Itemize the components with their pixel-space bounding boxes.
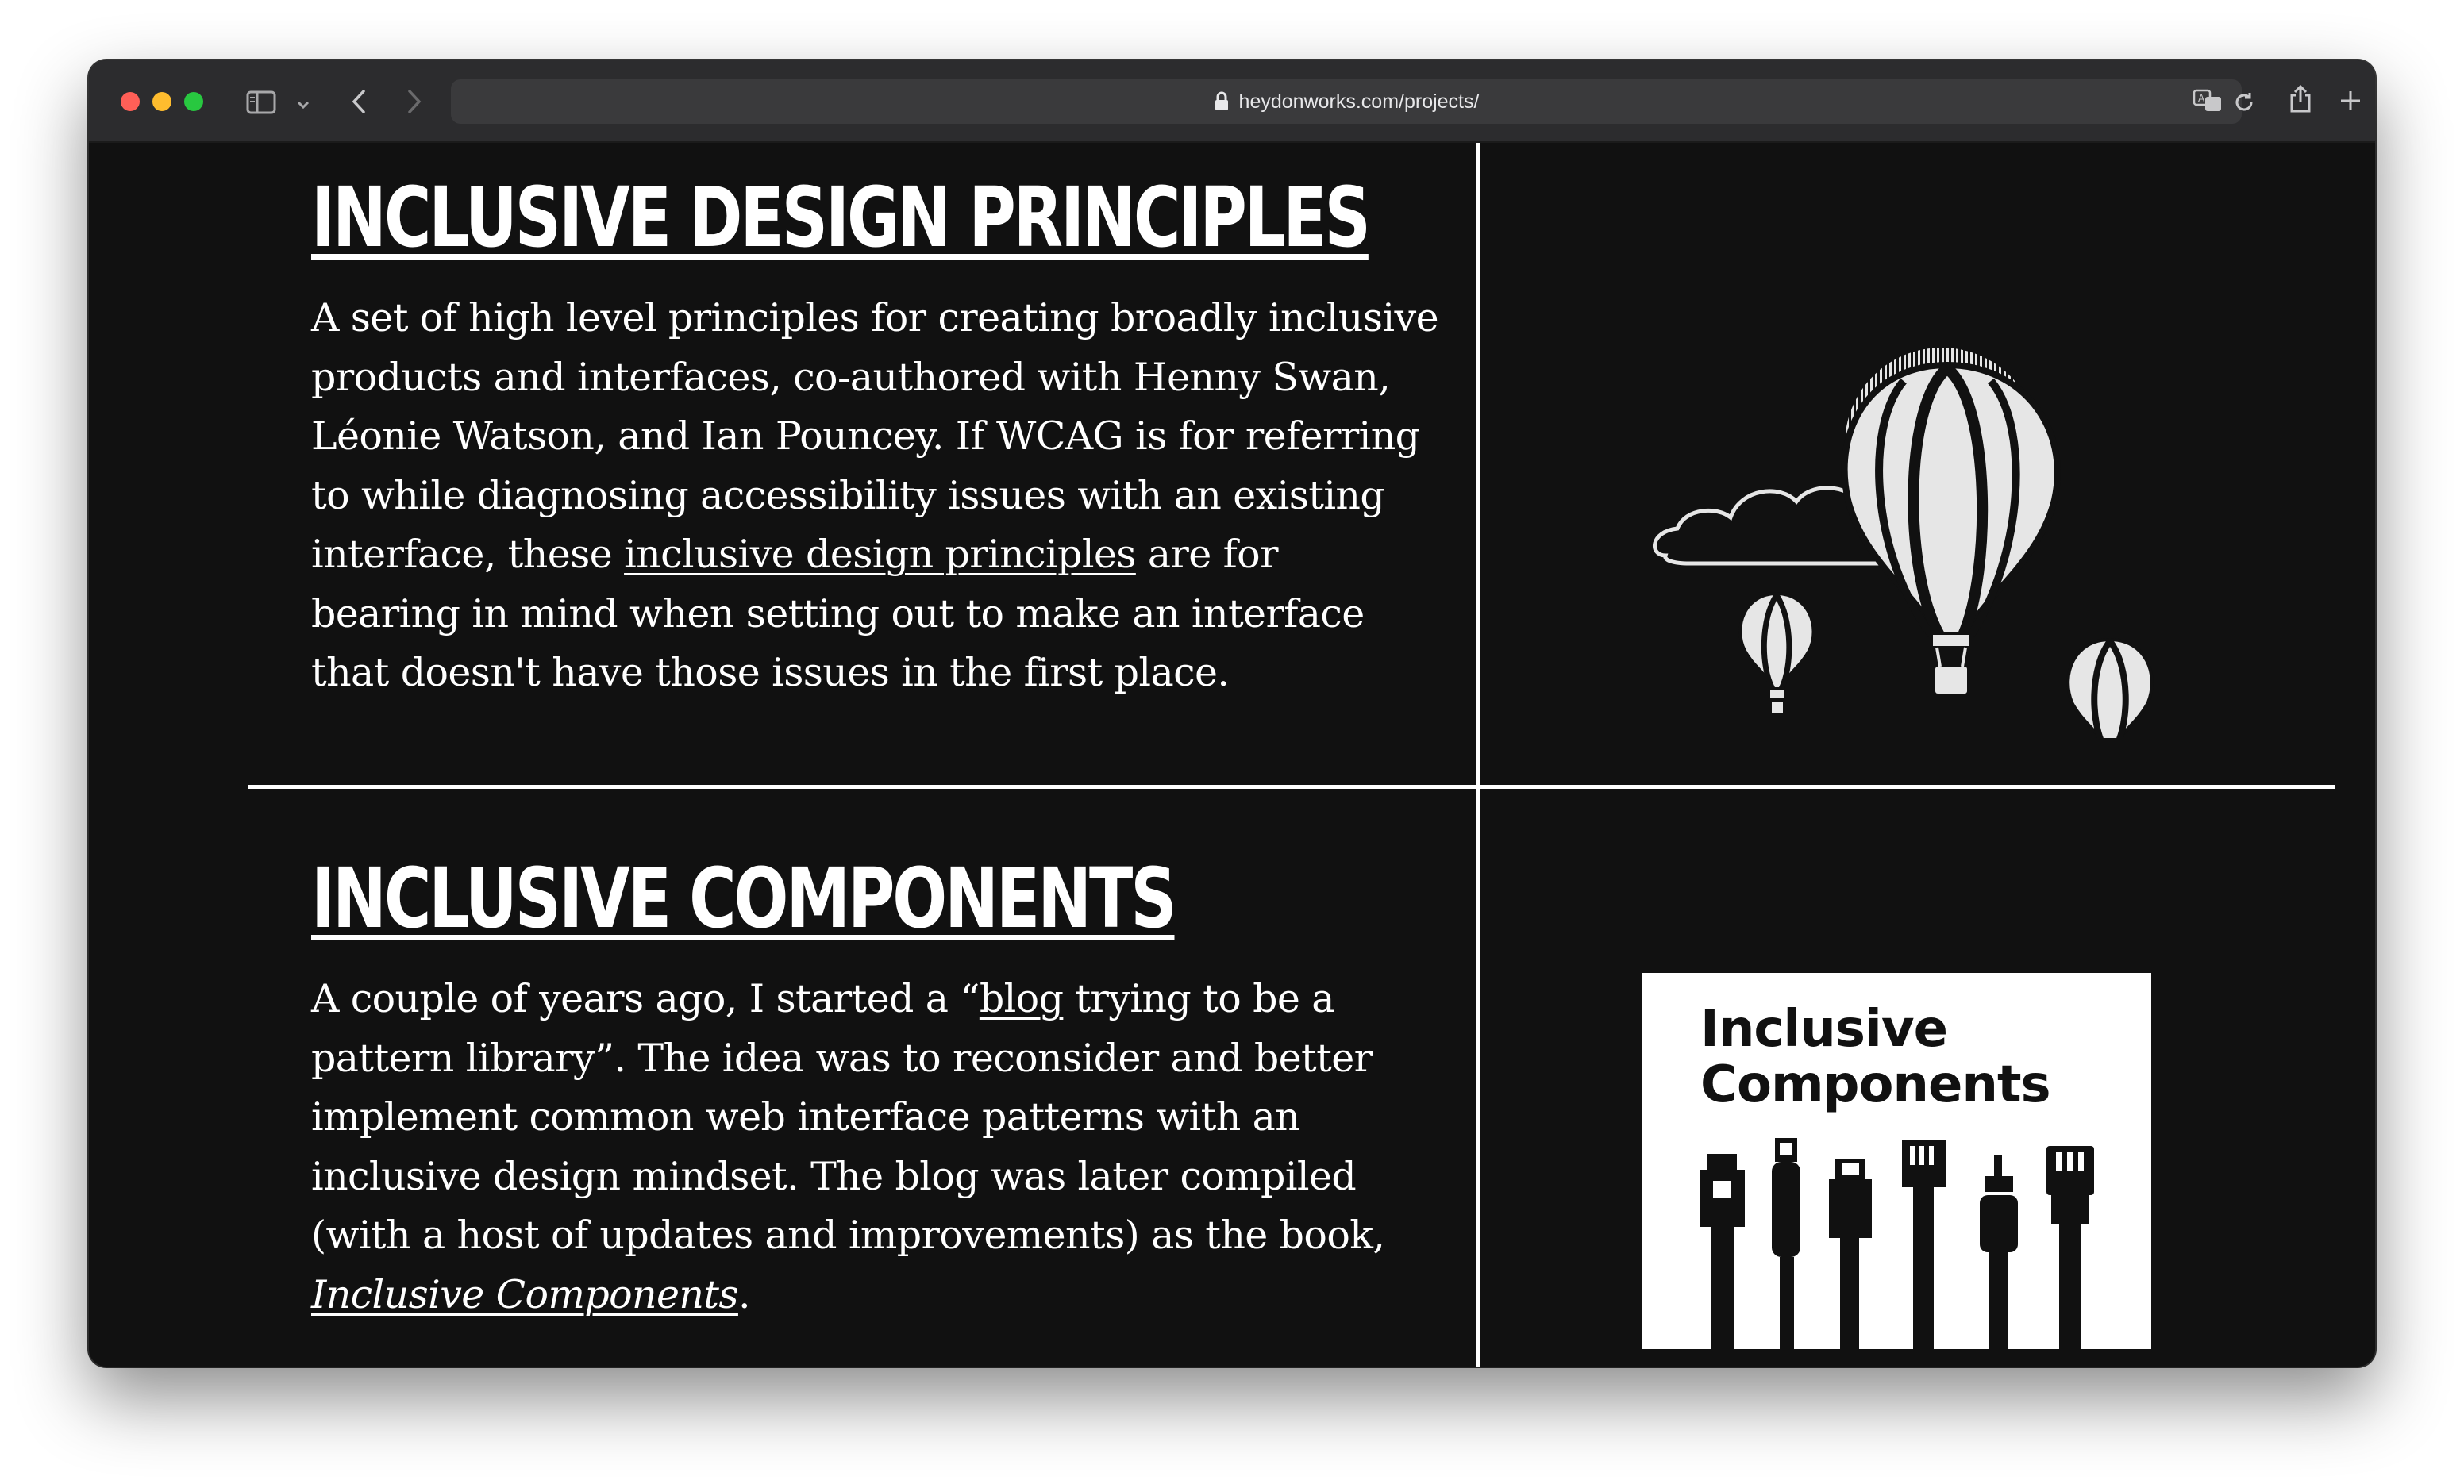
- inclusive-design-principles-link[interactable]: inclusive design principles: [624, 532, 1136, 577]
- description-text: are for bearing in mind when setting out…: [311, 532, 1365, 695]
- address-bar[interactable]: heydonworks.com/projects/: [451, 79, 2242, 124]
- description-text: .: [737, 1271, 751, 1317]
- url-text: heydonworks.com/projects/: [1238, 90, 1480, 113]
- page-content: INCLUSIVE DESIGN PRINCIPLES A set of hig…: [89, 143, 2375, 1367]
- svg-text:A: A: [2198, 93, 2205, 104]
- chevron-down-icon[interactable]: [297, 98, 310, 113]
- share-icon[interactable]: [2288, 83, 2313, 118]
- browser-toolbar: heydonworks.com/projects/ A: [89, 60, 2375, 143]
- minimize-window-button[interactable]: [152, 92, 171, 111]
- project-description: A set of high level principles for creat…: [311, 289, 1439, 703]
- lock-icon: [1214, 91, 1230, 112]
- description-text: A set of high level principles for creat…: [311, 295, 1439, 577]
- big-balloon-icon: [1841, 361, 2061, 694]
- project-title-link[interactable]: INCLUSIVE DESIGN PRINCIPLES: [311, 169, 1371, 266]
- description-text: trying to be a pattern library”. The ide…: [311, 976, 1385, 1258]
- close-window-button[interactable]: [121, 92, 140, 111]
- project-title-link[interactable]: INCLUSIVE COMPONENTS: [311, 850, 1177, 947]
- back-icon[interactable]: [351, 89, 367, 118]
- browser-window: heydonworks.com/projects/ A INCLUSIVE DE…: [89, 60, 2375, 1367]
- small-balloon-icon: [1738, 591, 1815, 713]
- translate-icon[interactable]: A: [2193, 89, 2223, 117]
- hot-air-balloons-illustration: [1653, 348, 2154, 738]
- grid-divider-horizontal: [248, 785, 2335, 789]
- new-tab-icon[interactable]: [2339, 89, 2362, 117]
- cover-title-line: Components: [1700, 1055, 2051, 1114]
- inclusive-components-book-link[interactable]: Inclusive Components: [311, 1271, 739, 1317]
- reload-icon[interactable]: [2232, 90, 2256, 118]
- blog-link[interactable]: blog: [979, 976, 1064, 1021]
- cable-connectors-icon: [1700, 1138, 2094, 1349]
- forward-icon[interactable]: [406, 89, 422, 118]
- project-description: A couple of years ago, I started a “blog…: [311, 970, 1438, 1324]
- sidebar-icon[interactable]: [246, 90, 276, 118]
- description-text: A couple of years ago, I started a “: [311, 976, 980, 1021]
- zoom-window-button[interactable]: [184, 92, 203, 111]
- cover-title: Inclusive Components: [1700, 1000, 2051, 1114]
- grid-divider-vertical: [1476, 143, 1480, 1367]
- project-card-inclusive-components: INCLUSIVE COMPONENTS A couple of years a…: [311, 857, 1438, 1324]
- project-card-inclusive-design-principles: INCLUSIVE DESIGN PRINCIPLES A set of hig…: [311, 169, 1439, 703]
- cover-title-line: Inclusive: [1700, 1000, 1948, 1059]
- small-balloon-icon: [2066, 637, 2154, 738]
- inclusive-components-cover: Inclusive Components: [1642, 973, 2151, 1349]
